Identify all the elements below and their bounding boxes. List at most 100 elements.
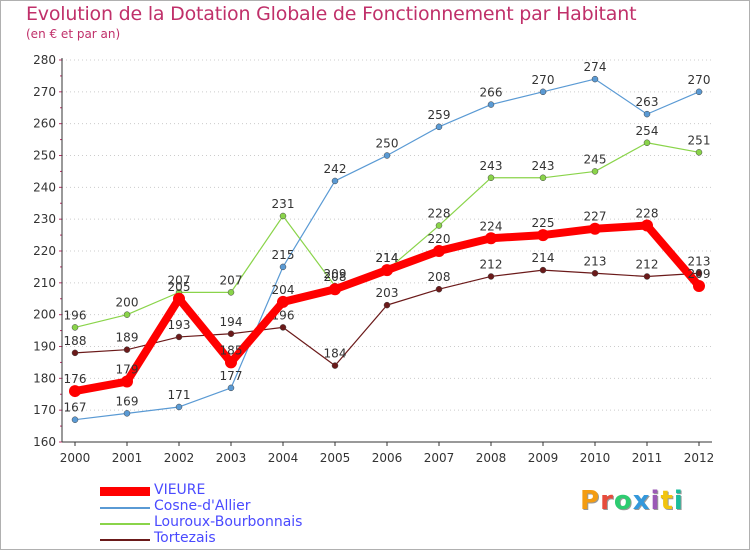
logo-letter: t	[660, 486, 674, 516]
data-point	[123, 410, 131, 417]
x-tick-label: 2006	[372, 451, 403, 465]
data-point	[331, 177, 339, 185]
data-point	[695, 88, 703, 96]
data-point	[123, 311, 131, 318]
legend-item-louroux: Louroux-Bourbonnais	[100, 514, 360, 532]
data-point	[71, 416, 79, 423]
data-point	[227, 384, 235, 392]
x-tick-label: 2007	[424, 451, 455, 465]
data-label: 212	[636, 257, 659, 271]
data-label: 207	[168, 273, 191, 287]
data-point	[643, 273, 651, 280]
data-point	[589, 222, 601, 235]
data-point	[175, 333, 183, 341]
legend-label-tortezais: Tortezais	[154, 530, 216, 546]
data-label: 214	[376, 251, 399, 265]
legend-label-louroux: Louroux-Bourbonnais	[154, 514, 303, 530]
data-point	[591, 270, 599, 277]
data-point	[643, 139, 651, 147]
data-point	[591, 168, 599, 175]
data-point	[279, 324, 287, 331]
data-point	[537, 229, 549, 242]
data-label: 259	[428, 108, 451, 122]
data-label: 224	[480, 219, 503, 233]
chart-title: Evolution de la Dotation Globale de Fonc…	[26, 3, 637, 25]
data-point	[383, 152, 391, 159]
data-label: 179	[116, 363, 139, 377]
x-tick-label: 2010	[580, 451, 611, 465]
data-label: 228	[428, 207, 451, 221]
data-label: 270	[688, 73, 711, 87]
data-label: 200	[116, 296, 139, 310]
x-tick-label: 2002	[164, 451, 195, 465]
logo-letter: x	[632, 486, 651, 516]
data-point	[643, 110, 651, 118]
data-point	[279, 212, 287, 220]
x-tick-label: 2005	[320, 451, 351, 465]
y-tick-label: 210	[33, 276, 56, 290]
logo-letter: o	[613, 486, 633, 516]
data-point	[487, 101, 495, 108]
y-tick-label: 280	[33, 53, 56, 67]
data-point	[71, 324, 79, 331]
data-point	[435, 222, 443, 229]
data-point	[487, 273, 495, 280]
data-label: 242	[324, 162, 347, 176]
data-point	[227, 330, 235, 338]
legend-swatch-cosne	[100, 507, 150, 509]
data-label: 213	[688, 254, 711, 268]
data-label: 215	[272, 248, 295, 262]
logo-letter: i	[650, 486, 661, 516]
data-label: 209	[688, 267, 711, 281]
x-tick-label: 2004	[268, 451, 299, 465]
legend-item-tortezais: Tortezais	[100, 530, 360, 548]
data-label: 250	[376, 137, 399, 151]
data-point	[331, 362, 339, 369]
data-label: 220	[428, 232, 451, 246]
data-label: 167	[64, 401, 87, 415]
data-point	[225, 356, 237, 369]
data-point	[433, 245, 445, 257]
legend-item-vieure: VIEURE	[100, 482, 360, 500]
data-label: 214	[376, 251, 399, 265]
data-label: 266	[480, 86, 503, 100]
data-label: 209	[324, 267, 347, 281]
data-point	[695, 149, 703, 156]
data-label: 243	[532, 159, 555, 173]
y-tick-label: 260	[33, 117, 56, 131]
legend-label-vieure: VIEURE	[154, 482, 206, 498]
data-label: 228	[636, 207, 659, 221]
data-point	[591, 75, 599, 83]
data-label: 194	[220, 315, 243, 329]
data-label: 203	[376, 286, 399, 300]
x-tick-label: 2011	[632, 451, 663, 465]
data-point	[383, 301, 391, 309]
data-point	[539, 174, 547, 182]
data-label: 188	[64, 334, 87, 348]
data-point	[123, 346, 131, 353]
y-tick-label: 270	[33, 85, 56, 99]
data-point	[71, 349, 79, 357]
data-point	[279, 263, 287, 271]
data-label: 251	[688, 133, 711, 147]
data-point	[487, 174, 495, 182]
data-label: 270	[532, 73, 555, 87]
x-tick-label: 2009	[528, 451, 559, 465]
data-point	[435, 123, 443, 131]
data-label: 177	[220, 369, 243, 383]
data-label: 227	[584, 210, 607, 224]
data-point	[69, 385, 81, 398]
data-point	[539, 88, 547, 96]
data-point	[121, 375, 133, 388]
data-point	[641, 219, 653, 232]
x-tick-label: 2012	[684, 451, 715, 465]
data-point	[435, 285, 443, 293]
data-label: 207	[220, 273, 243, 287]
data-point	[329, 283, 341, 296]
y-tick-label: 190	[33, 340, 56, 354]
data-label: 245	[584, 152, 607, 166]
data-point	[173, 292, 185, 305]
data-label: 176	[64, 372, 87, 386]
data-label: 184	[324, 347, 347, 361]
